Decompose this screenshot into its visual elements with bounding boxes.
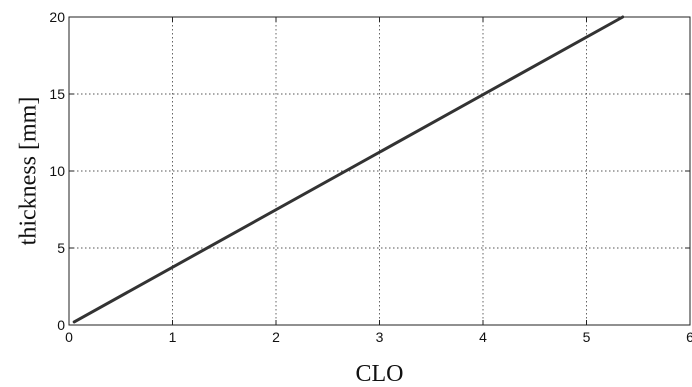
x-tick-label: 1 <box>169 329 177 345</box>
x-tick-label: 4 <box>479 329 487 345</box>
x-tick-label: 0 <box>65 329 73 345</box>
x-axis-label: CLO <box>356 361 404 387</box>
x-tick-label: 5 <box>583 329 591 345</box>
series-line <box>72 15 625 324</box>
x-tick-label: 3 <box>376 329 384 345</box>
y-tick-label: 20 <box>49 9 65 25</box>
y-tick-label: 15 <box>49 86 65 102</box>
y-tick-label: 5 <box>57 240 65 256</box>
tick-marks <box>68 16 691 326</box>
x-tick-label: 6 <box>686 329 692 345</box>
y-axis-label: thickness [mm] <box>16 97 42 246</box>
x-tick-label: 2 <box>272 329 280 345</box>
series-group <box>72 15 625 324</box>
y-tick-label: 0 <box>57 317 65 333</box>
grid <box>69 17 690 325</box>
y-tick-labels: 0 5 10 15 20 <box>49 9 65 333</box>
x-tick-labels: 0 1 2 3 4 5 6 <box>65 329 692 345</box>
y-tick-label: 10 <box>49 163 65 179</box>
